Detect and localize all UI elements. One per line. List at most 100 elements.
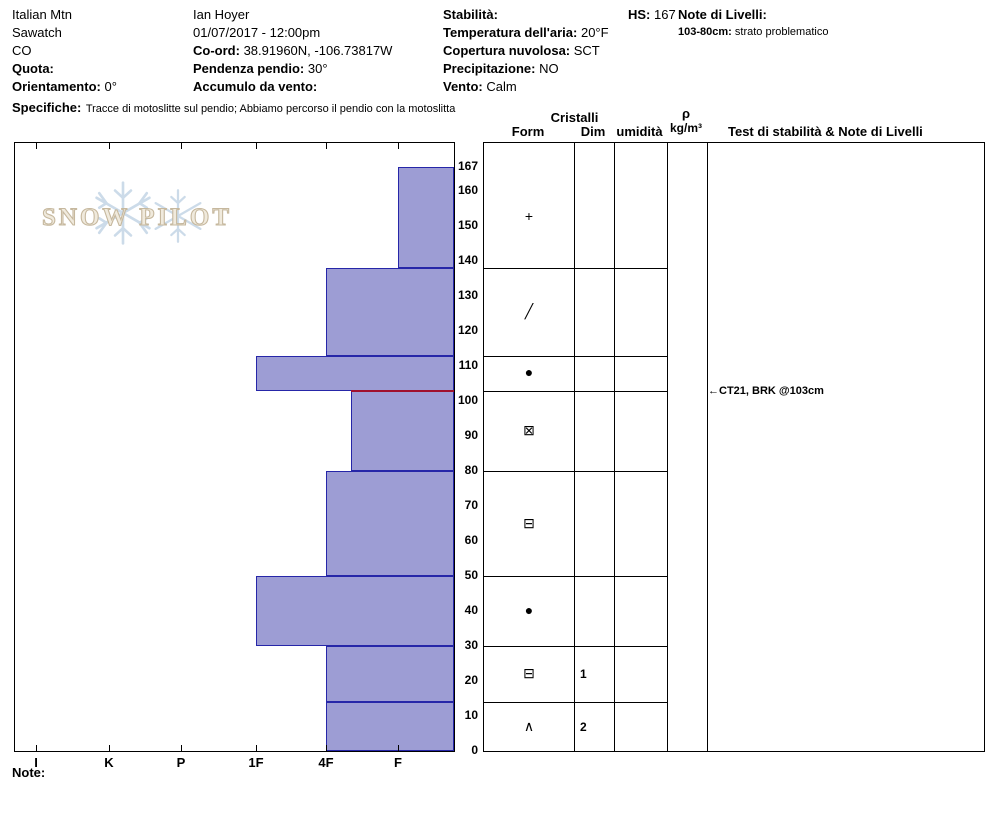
depth-label-40: 40 (464, 603, 478, 617)
table-column-divider-3 (707, 143, 708, 751)
temp-value: 20°F (580, 25, 609, 40)
note-label: Note: (12, 765, 46, 780)
hardness-axis: I K P 1F 4F F (15, 755, 454, 773)
hardness-tick-top-P (181, 143, 182, 149)
table-column-divider-2 (667, 143, 668, 751)
depth-label-120: 120 (457, 323, 478, 337)
faceted-crystals-icon: ⊟ (523, 514, 535, 531)
temp-label: Temperatura dell'aria: (443, 25, 578, 40)
precip-value: NO (539, 61, 559, 76)
depth-label-0: 0 (471, 743, 478, 757)
layer-bar-113-103 (256, 355, 454, 391)
dim-column-header: Dim (580, 124, 606, 139)
site-name: Italian Mtn (12, 7, 72, 22)
accumulo-row: Accumulo da vento: (193, 78, 392, 96)
hs-label: HS: (628, 7, 651, 22)
faceted-crystals-icon: ⊟ (523, 665, 535, 681)
hardness-tick-bottom-P (181, 745, 182, 751)
grain-dim-value: 2 (580, 719, 587, 734)
vento-value: Calm (486, 79, 517, 94)
new-snow-icon: + (524, 208, 534, 225)
specifiche-row: Specifiche: Tracce di motoslitte sul pen… (12, 99, 455, 117)
note-livelli-column: Note di Livelli: 103-80cm: strato proble… (678, 6, 828, 40)
hardness-label-K: K (104, 755, 114, 770)
vento-row: Vento: Calm (443, 78, 609, 96)
hardness-tick-top-F (398, 143, 399, 149)
depth-label-100: 100 (457, 393, 478, 407)
hardness-profile-plot (14, 142, 455, 752)
depth-label-150: 150 (457, 218, 478, 232)
note-livelli-label: Note di Livelli: (678, 7, 767, 22)
hardness-label-4F: 4F (318, 755, 334, 770)
observer-name: Ian Hoyer (193, 7, 250, 22)
pendenza-label: Pendenza pendio: (193, 61, 305, 76)
watermark-text: SNOW PILOT (41, 203, 232, 231)
hardness-tick-bottom-K (109, 745, 110, 751)
problem-layer-line (351, 389, 454, 392)
hardness-label-1F: 1F (248, 755, 264, 770)
layer-bar-167-138 (398, 166, 454, 268)
stabilita-label: Stabilità: (443, 7, 498, 22)
depth-label-167: 167 (457, 158, 478, 173)
header-weather-column: Stabilità: Temperatura dell'aria: 20°F C… (443, 6, 609, 96)
rho-unit: kg/m³ (669, 121, 702, 135)
specifiche-text: Tracce di motoslitte sul pendio; Abbiamo… (85, 103, 456, 115)
layer-bar-30-14 (326, 646, 454, 702)
layer-boundary-line-30 (484, 646, 668, 647)
depth-label-80: 80 (464, 463, 478, 477)
precip-label: Precipitazione: (443, 61, 536, 76)
test-column-header: Test di stabilità & Note di Livelli (728, 124, 923, 139)
header-observer-column: Ian Hoyer 01/07/2017 - 12:00pm Co-ord: 3… (193, 6, 392, 96)
copertura-label: Copertura nuvolosa: (443, 43, 571, 58)
copertura-row: Copertura nuvolosa: SCT (443, 42, 609, 60)
coord-row: Co-ord: 38.91960N, -106.73817W (193, 42, 392, 60)
hardness-label-P: P (176, 755, 186, 770)
hardness-tick-top-4F (326, 143, 327, 149)
snowflake-icon (95, 181, 151, 245)
depth-label-20: 20 (464, 673, 478, 687)
range-name: Sawatch (12, 25, 62, 40)
umidita-column-header: umidità (616, 124, 663, 139)
hardness-label-F: F (394, 755, 402, 770)
header-location-column: Italian Mtn Sawatch CO Quota: Orientamen… (12, 6, 117, 96)
depth-label-70: 70 (464, 498, 478, 512)
note-livelli-entry-text: strato problematico (734, 26, 829, 38)
accumulo-label: Accumulo da vento: (193, 79, 318, 94)
layer-boundary-line-80 (484, 471, 668, 472)
pendenza-row: Pendenza pendio: 30° (193, 60, 392, 78)
rho-symbol: ρ (681, 106, 691, 121)
note-livelli-entry: 103-80cm: strato problematico (678, 24, 828, 40)
depth-label-60: 60 (464, 533, 478, 547)
note-livelli-entry-depth: 103-80cm: (678, 26, 732, 38)
depth-label-90: 90 (464, 428, 478, 442)
hs-row: HS: 167 (628, 6, 676, 24)
layer-boundary-line-138 (484, 268, 668, 269)
depth-label-110: 110 (458, 358, 478, 372)
copertura-value: SCT (573, 43, 600, 58)
coord-label: Co-ord: (193, 43, 240, 58)
vento-label: Vento: (443, 79, 483, 94)
hardness-tick-top-K (109, 143, 110, 149)
layer-boundary-line-113 (484, 355, 668, 357)
hardness-tick-bottom-4F (326, 745, 327, 751)
hardness-tick-top-I (36, 143, 37, 149)
orientamento-row: Orientamento: 0° (12, 78, 117, 96)
rounded-grains-icon: ● (524, 602, 534, 618)
depth-label-10: 10 (464, 708, 478, 722)
hs-value: 167 (654, 7, 676, 22)
orientamento-label: Orientamento: (12, 79, 101, 94)
layer-bar-14-0 (326, 702, 454, 751)
quota-label: Quota: (12, 61, 54, 76)
form-column-header: Form (511, 124, 545, 139)
depth-label-160: 160 (457, 183, 478, 197)
hardness-tick-bottom-1F (256, 745, 257, 751)
snowflake-icon (154, 189, 202, 243)
rounded-grains-icon: ● (524, 364, 534, 380)
depth-label-50: 50 (464, 568, 478, 582)
hardness-tick-top-1F (256, 143, 257, 149)
pendenza-value: 30° (307, 61, 328, 76)
layer-bar-80-50 (326, 471, 454, 576)
table-column-divider-0 (574, 143, 575, 751)
state-name: CO (12, 43, 32, 58)
